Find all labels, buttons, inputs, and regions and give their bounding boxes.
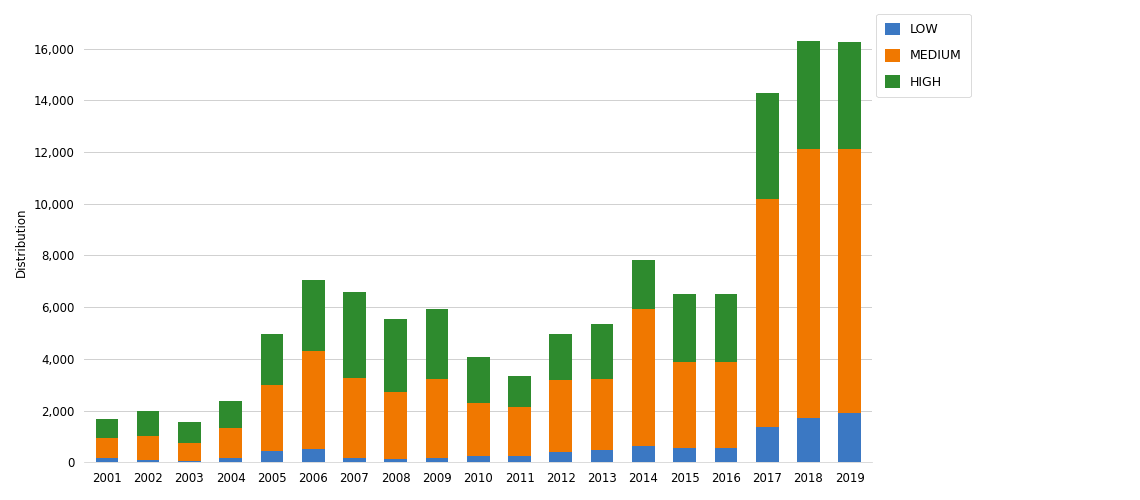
Bar [797,150,820,418]
Bar [302,280,325,351]
Bar [674,362,697,448]
Bar [384,459,407,462]
Bar [549,334,572,380]
Bar [632,260,654,309]
Bar [219,428,242,458]
Bar [261,451,283,462]
Bar [838,413,861,463]
Bar [384,320,407,392]
Bar [756,92,779,198]
Bar [838,42,861,150]
Bar [467,358,490,403]
Bar [715,448,738,462]
Bar [343,292,366,378]
Bar [632,309,654,446]
Bar [632,446,654,462]
Bar [137,411,160,436]
Bar [715,362,738,448]
Bar [96,458,119,462]
Bar [674,294,697,362]
Bar [508,407,531,457]
Bar [756,198,779,428]
Bar [756,428,779,462]
Bar [137,460,160,462]
Legend: LOW, MEDIUM, HIGH: LOW, MEDIUM, HIGH [877,14,970,98]
Bar [549,452,572,462]
Bar [219,458,242,462]
Bar [425,310,448,380]
Bar [425,380,448,458]
Bar [797,418,820,463]
Bar [591,450,613,462]
Bar [797,41,820,150]
Bar [261,334,283,385]
Bar [674,448,697,462]
Bar [96,419,119,438]
Bar [715,294,738,362]
Bar [178,422,201,443]
Bar [302,351,325,450]
Bar [178,461,201,462]
Bar [343,378,366,458]
Bar [508,376,531,407]
Bar [467,456,490,462]
Bar [467,402,490,456]
Bar [261,385,283,451]
Bar [549,380,572,452]
Bar [178,443,201,461]
Bar [591,324,613,379]
Bar [838,150,861,413]
Bar [96,438,119,458]
Bar [508,456,531,462]
Y-axis label: Distribution: Distribution [15,208,28,277]
Bar [384,392,407,459]
Bar [302,450,325,462]
Bar [343,458,366,462]
Bar [425,458,448,462]
Bar [137,436,160,460]
Bar [219,400,242,428]
Bar [591,379,613,450]
